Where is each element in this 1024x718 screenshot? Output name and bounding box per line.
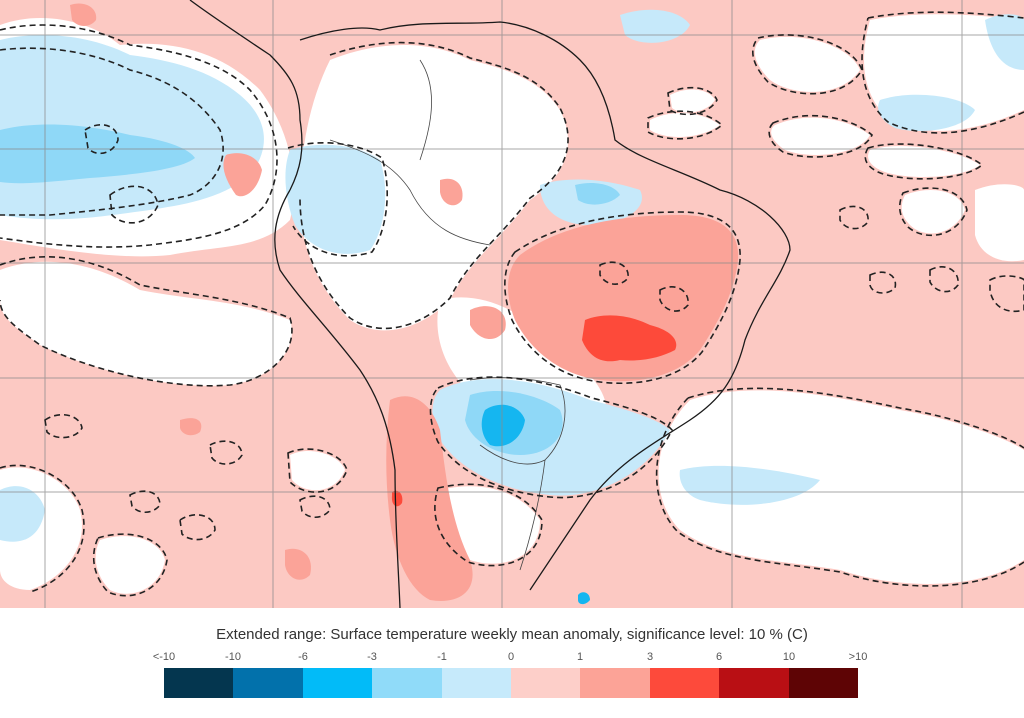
red-areas bbox=[391, 315, 677, 507]
significance-contours bbox=[0, 11, 1024, 597]
color-swatch bbox=[441, 668, 512, 698]
anomaly-map bbox=[0, 0, 1024, 608]
tick-label: 1 bbox=[576, 651, 584, 663]
gridlines bbox=[0, 0, 1024, 608]
colorbar-legend: Extended range: Surface temperature week… bbox=[0, 608, 1024, 718]
tick-label: -6 bbox=[298, 651, 308, 663]
legend-title: Extended range: Surface temperature week… bbox=[216, 626, 808, 643]
tick-label: -3 bbox=[367, 651, 377, 663]
legend-ticks: <-10 -10 -6 -3 -1 0 1 3 6 10 >10 bbox=[0, 651, 1024, 665]
color-swatch bbox=[719, 668, 789, 698]
color-swatch bbox=[649, 668, 720, 698]
tick-label: 6 bbox=[715, 651, 723, 663]
color-swatch bbox=[788, 668, 859, 698]
color-swatch bbox=[372, 668, 442, 698]
tick-label: -10 bbox=[225, 651, 241, 663]
tick-label: 3 bbox=[646, 651, 654, 663]
colorbar bbox=[164, 668, 859, 698]
coastlines bbox=[189, 0, 791, 608]
non-significant-areas bbox=[0, 14, 1024, 594]
color-swatch bbox=[233, 668, 303, 698]
tick-label: -1 bbox=[437, 651, 447, 663]
tick-label: >10 bbox=[848, 651, 868, 663]
color-swatch bbox=[164, 668, 234, 698]
tick-label: <-10 bbox=[152, 651, 176, 663]
color-swatch bbox=[580, 668, 650, 698]
color-swatch bbox=[511, 668, 581, 698]
tick-label: 10 bbox=[782, 651, 796, 663]
color-swatch bbox=[302, 668, 373, 698]
tick-label: 0 bbox=[507, 651, 515, 663]
salmon-areas bbox=[70, 3, 739, 601]
